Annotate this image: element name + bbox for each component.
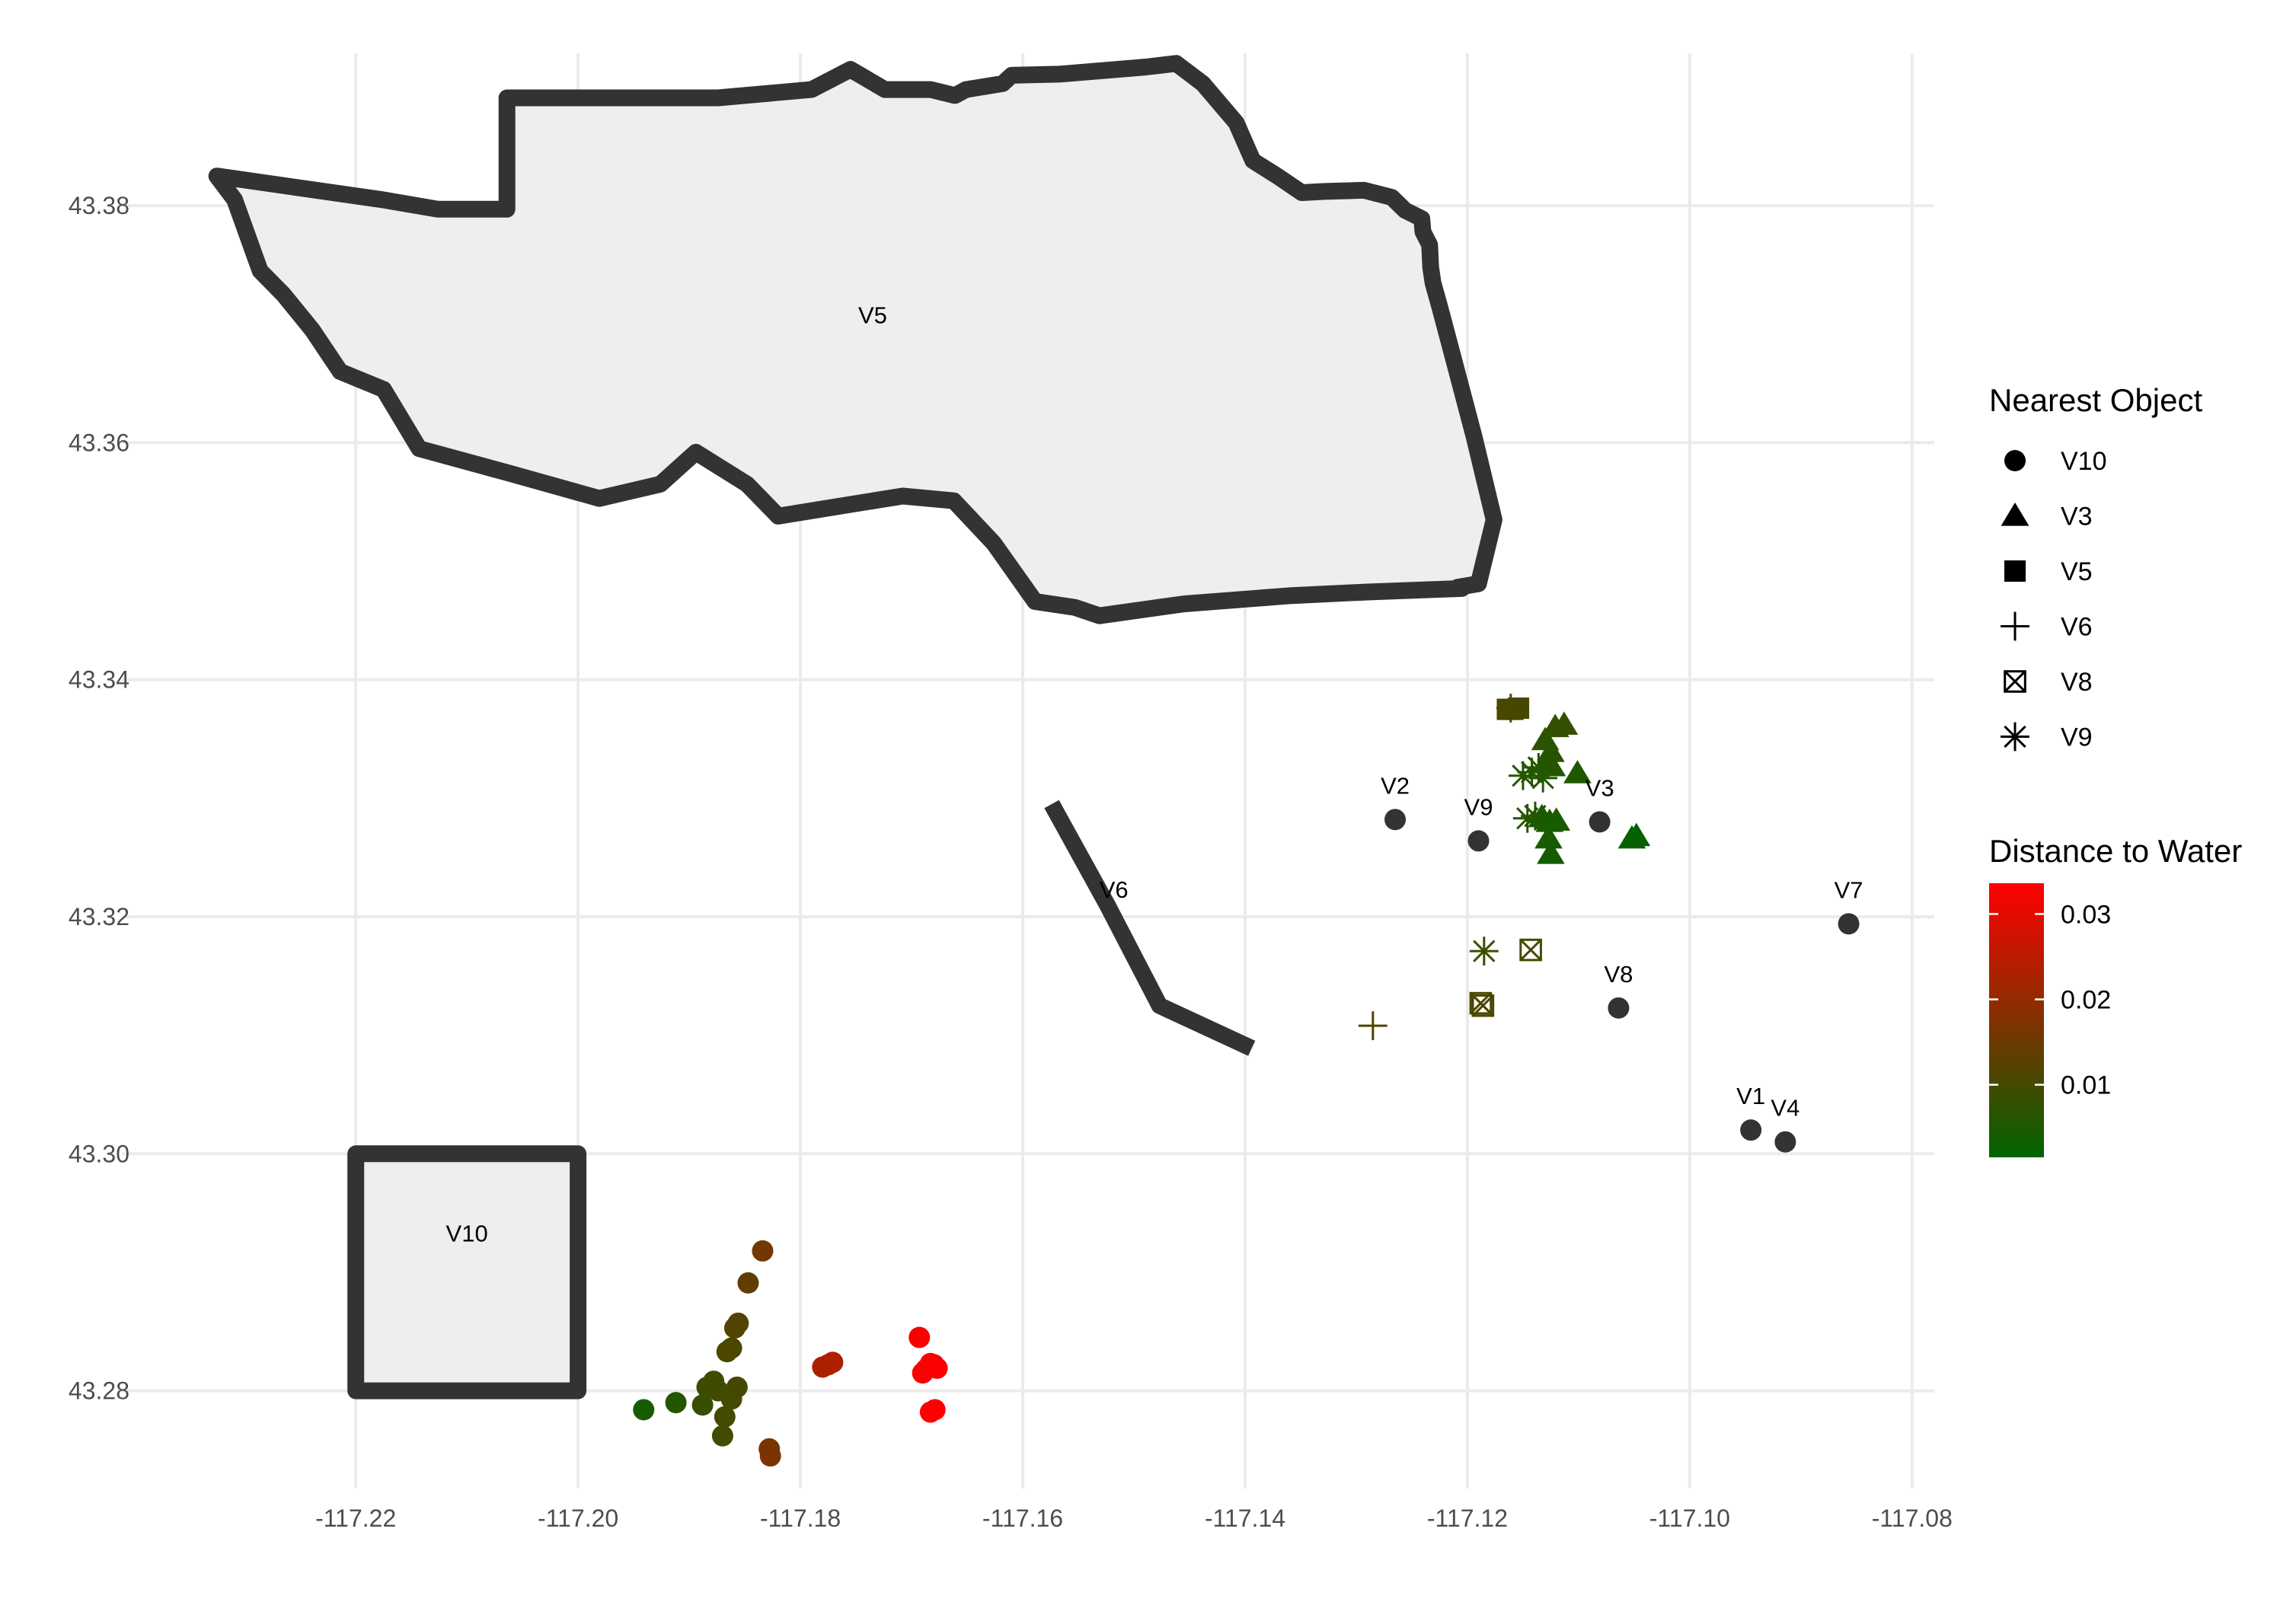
- legend-label: V6: [2061, 613, 2093, 642]
- x-tick-label: -117.18: [760, 1505, 841, 1532]
- x-tick-label: -117.20: [538, 1505, 618, 1532]
- object-label-v3: V3: [1585, 774, 1614, 801]
- point-circle: [665, 1392, 687, 1414]
- y-tick-label: 43.34: [69, 666, 129, 694]
- y-tick-label: 43.38: [69, 192, 129, 219]
- point-plus: [1358, 1011, 1387, 1041]
- point-triangle: [1563, 760, 1592, 783]
- point-circle: [727, 1312, 749, 1334]
- point-circle: [924, 1399, 946, 1421]
- legend-label: V8: [2061, 668, 2093, 697]
- point-circle: [909, 1326, 931, 1348]
- point-circle: [714, 1406, 736, 1428]
- point-circle: [711, 1425, 733, 1447]
- point-circle: [720, 1337, 742, 1359]
- legend-item-v10[interactable]: V10: [2004, 447, 2107, 476]
- legend-label: V9: [2061, 723, 2093, 752]
- point-triangle: [1538, 752, 1566, 777]
- point-asterisk: [1508, 761, 1538, 790]
- point-triangle: [1537, 841, 1565, 864]
- legend-glyph-triangle: [2001, 503, 2029, 526]
- object-point-v8: [1608, 997, 1630, 1019]
- legend-item-v3[interactable]: V3: [2001, 503, 2093, 531]
- line-label-v6: V6: [1100, 876, 1129, 903]
- legend-label: V10: [2061, 447, 2107, 476]
- polygon-v5: [208, 55, 1502, 624]
- legend-glyph-square: [2004, 560, 2026, 582]
- object-point-v9: [1467, 830, 1490, 852]
- object-label-v8: V8: [1604, 961, 1633, 988]
- reference-shapes: V5 V10 V6: [208, 55, 1502, 1399]
- point-circle: [822, 1352, 844, 1374]
- point-triangle: [1534, 825, 1563, 849]
- point-triangle: [1550, 711, 1579, 735]
- point-circle: [726, 1376, 748, 1398]
- legend-glyph-plus: [2001, 611, 2029, 641]
- point-triangle: [1542, 807, 1571, 831]
- point-circle: [633, 1399, 655, 1421]
- colorbar: [1989, 883, 2044, 1157]
- x-tick-label: -117.16: [982, 1505, 1063, 1532]
- object-point-v4: [1774, 1131, 1796, 1153]
- axis-tick-labels: -117.22 -117.20 -117.18 -117.16 -117.14 -117.…: [69, 192, 1953, 1532]
- object-label-v1: V1: [1736, 1083, 1765, 1109]
- legend-label: V3: [2061, 503, 2093, 531]
- y-tick-label: 43.36: [69, 429, 129, 456]
- legend-item-v6[interactable]: V6: [2001, 611, 2093, 642]
- x-tick-label: -117.12: [1427, 1505, 1508, 1532]
- point-asterisk: [1469, 937, 1499, 966]
- polygon-label-v10: V10: [446, 1221, 488, 1247]
- point-circle: [752, 1240, 774, 1262]
- legend-glyph-asterisk: [2001, 722, 2029, 752]
- point-circle: [759, 1445, 781, 1467]
- y-tick-label: 43.32: [69, 903, 129, 930]
- x-tick-label: -117.22: [315, 1505, 396, 1532]
- legend-item-v9[interactable]: V9: [2001, 722, 2093, 752]
- polygon-label-v5: V5: [858, 302, 887, 328]
- point-boxed-x: [1519, 938, 1542, 962]
- legends[interactable]: Nearest Object V10 V3 V5 V6 V8 V9 Distance to W…: [1989, 382, 2242, 1157]
- shape-legend-title: Nearest Object: [1989, 382, 2202, 418]
- point-boxed-x: [1469, 991, 1493, 1015]
- x-tick-label: -117.08: [1872, 1505, 1953, 1532]
- point-circle: [691, 1394, 714, 1416]
- point-circle: [926, 1358, 948, 1379]
- object-label-v9: V9: [1464, 793, 1493, 820]
- color-legend-title: Distance to Water: [1989, 833, 2242, 869]
- object-point-v2: [1384, 809, 1407, 831]
- legend-label: V5: [2061, 557, 2093, 586]
- labelled-objects: V2 V9 V3 V7 V8 V1 V4: [1381, 772, 1863, 1153]
- object-point-v7: [1838, 913, 1860, 935]
- x-tick-label: -117.14: [1205, 1505, 1285, 1532]
- line-v6: [1044, 799, 1256, 1056]
- legend-item-v8[interactable]: V8: [2004, 668, 2093, 697]
- object-label-v4: V4: [1771, 1095, 1799, 1122]
- x-tick-label: -117.10: [1649, 1505, 1730, 1532]
- polygon-v10: [347, 1145, 587, 1399]
- point-circle: [737, 1272, 759, 1294]
- object-point-v1: [1740, 1119, 1762, 1141]
- legend-glyph-circle: [2004, 450, 2026, 471]
- y-tick-label: 43.30: [69, 1140, 129, 1167]
- object-point-v3: [1589, 811, 1611, 833]
- y-tick-label: 43.28: [69, 1377, 129, 1405]
- object-label-v2: V2: [1381, 772, 1410, 799]
- point-triangle: [1622, 822, 1651, 847]
- colorbar-label: 0.01: [2061, 1071, 2111, 1100]
- colorbar-label: 0.02: [2061, 986, 2111, 1015]
- point-plus: [1496, 694, 1525, 723]
- colorbar-label: 0.03: [2061, 900, 2111, 929]
- data-points: [633, 694, 1651, 1467]
- object-label-v7: V7: [1835, 876, 1863, 903]
- legend-glyph-boxed-x: [2004, 670, 2026, 693]
- legend-item-v5[interactable]: V5: [2004, 557, 2093, 586]
